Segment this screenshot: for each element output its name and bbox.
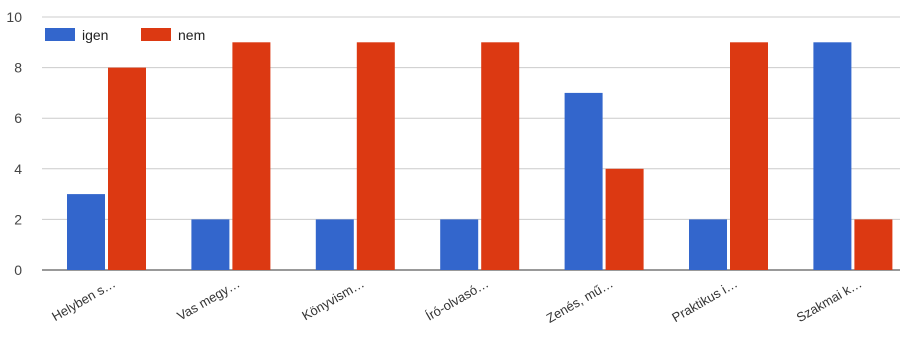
bar-igen bbox=[813, 42, 852, 270]
y-tick-label: 8 bbox=[14, 60, 22, 76]
x-tick-label: Szakmai k… bbox=[794, 276, 865, 325]
bar-nem bbox=[108, 67, 146, 270]
bar-igen bbox=[191, 219, 230, 270]
bar-nem bbox=[356, 42, 395, 270]
x-tick-label: Író-olvasó… bbox=[423, 276, 491, 324]
legend-label-nem: nem bbox=[178, 27, 205, 43]
x-tick-label: Zenés, mű… bbox=[544, 276, 616, 326]
legend: igen nem bbox=[45, 27, 205, 43]
bar-nem bbox=[232, 42, 271, 270]
y-axis-tick-labels: 0 2 4 6 8 10 bbox=[6, 9, 22, 278]
y-tick-label: 10 bbox=[6, 9, 22, 25]
bar-nem bbox=[854, 219, 893, 270]
x-axis-tick-labels: Helyben s… Vas megy… Könyvism… Író-olvasó… Z… bbox=[49, 276, 864, 326]
y-tick-label: 0 bbox=[14, 262, 22, 278]
bar-igen bbox=[67, 194, 105, 270]
legend-swatch-igen bbox=[45, 28, 75, 41]
legend-swatch-nem bbox=[141, 28, 171, 41]
bars bbox=[67, 42, 893, 271]
bar-nem bbox=[605, 168, 644, 270]
x-tick-label: Praktikus i… bbox=[669, 276, 740, 325]
y-tick-label: 4 bbox=[14, 161, 22, 177]
y-tick-label: 2 bbox=[14, 211, 22, 227]
bar-nem bbox=[730, 42, 768, 270]
bar-igen bbox=[315, 219, 354, 270]
legend-label-igen: igen bbox=[82, 27, 108, 43]
x-tick-label: Helyben s… bbox=[49, 276, 118, 324]
bar-igen bbox=[440, 219, 479, 270]
y-tick-label: 6 bbox=[14, 110, 22, 126]
bar-igen bbox=[564, 92, 603, 271]
x-tick-label: Vas megy… bbox=[174, 276, 242, 324]
bar-igen bbox=[689, 219, 727, 270]
bar-nem bbox=[481, 42, 520, 270]
x-tick-label: Könyvism… bbox=[299, 276, 367, 324]
